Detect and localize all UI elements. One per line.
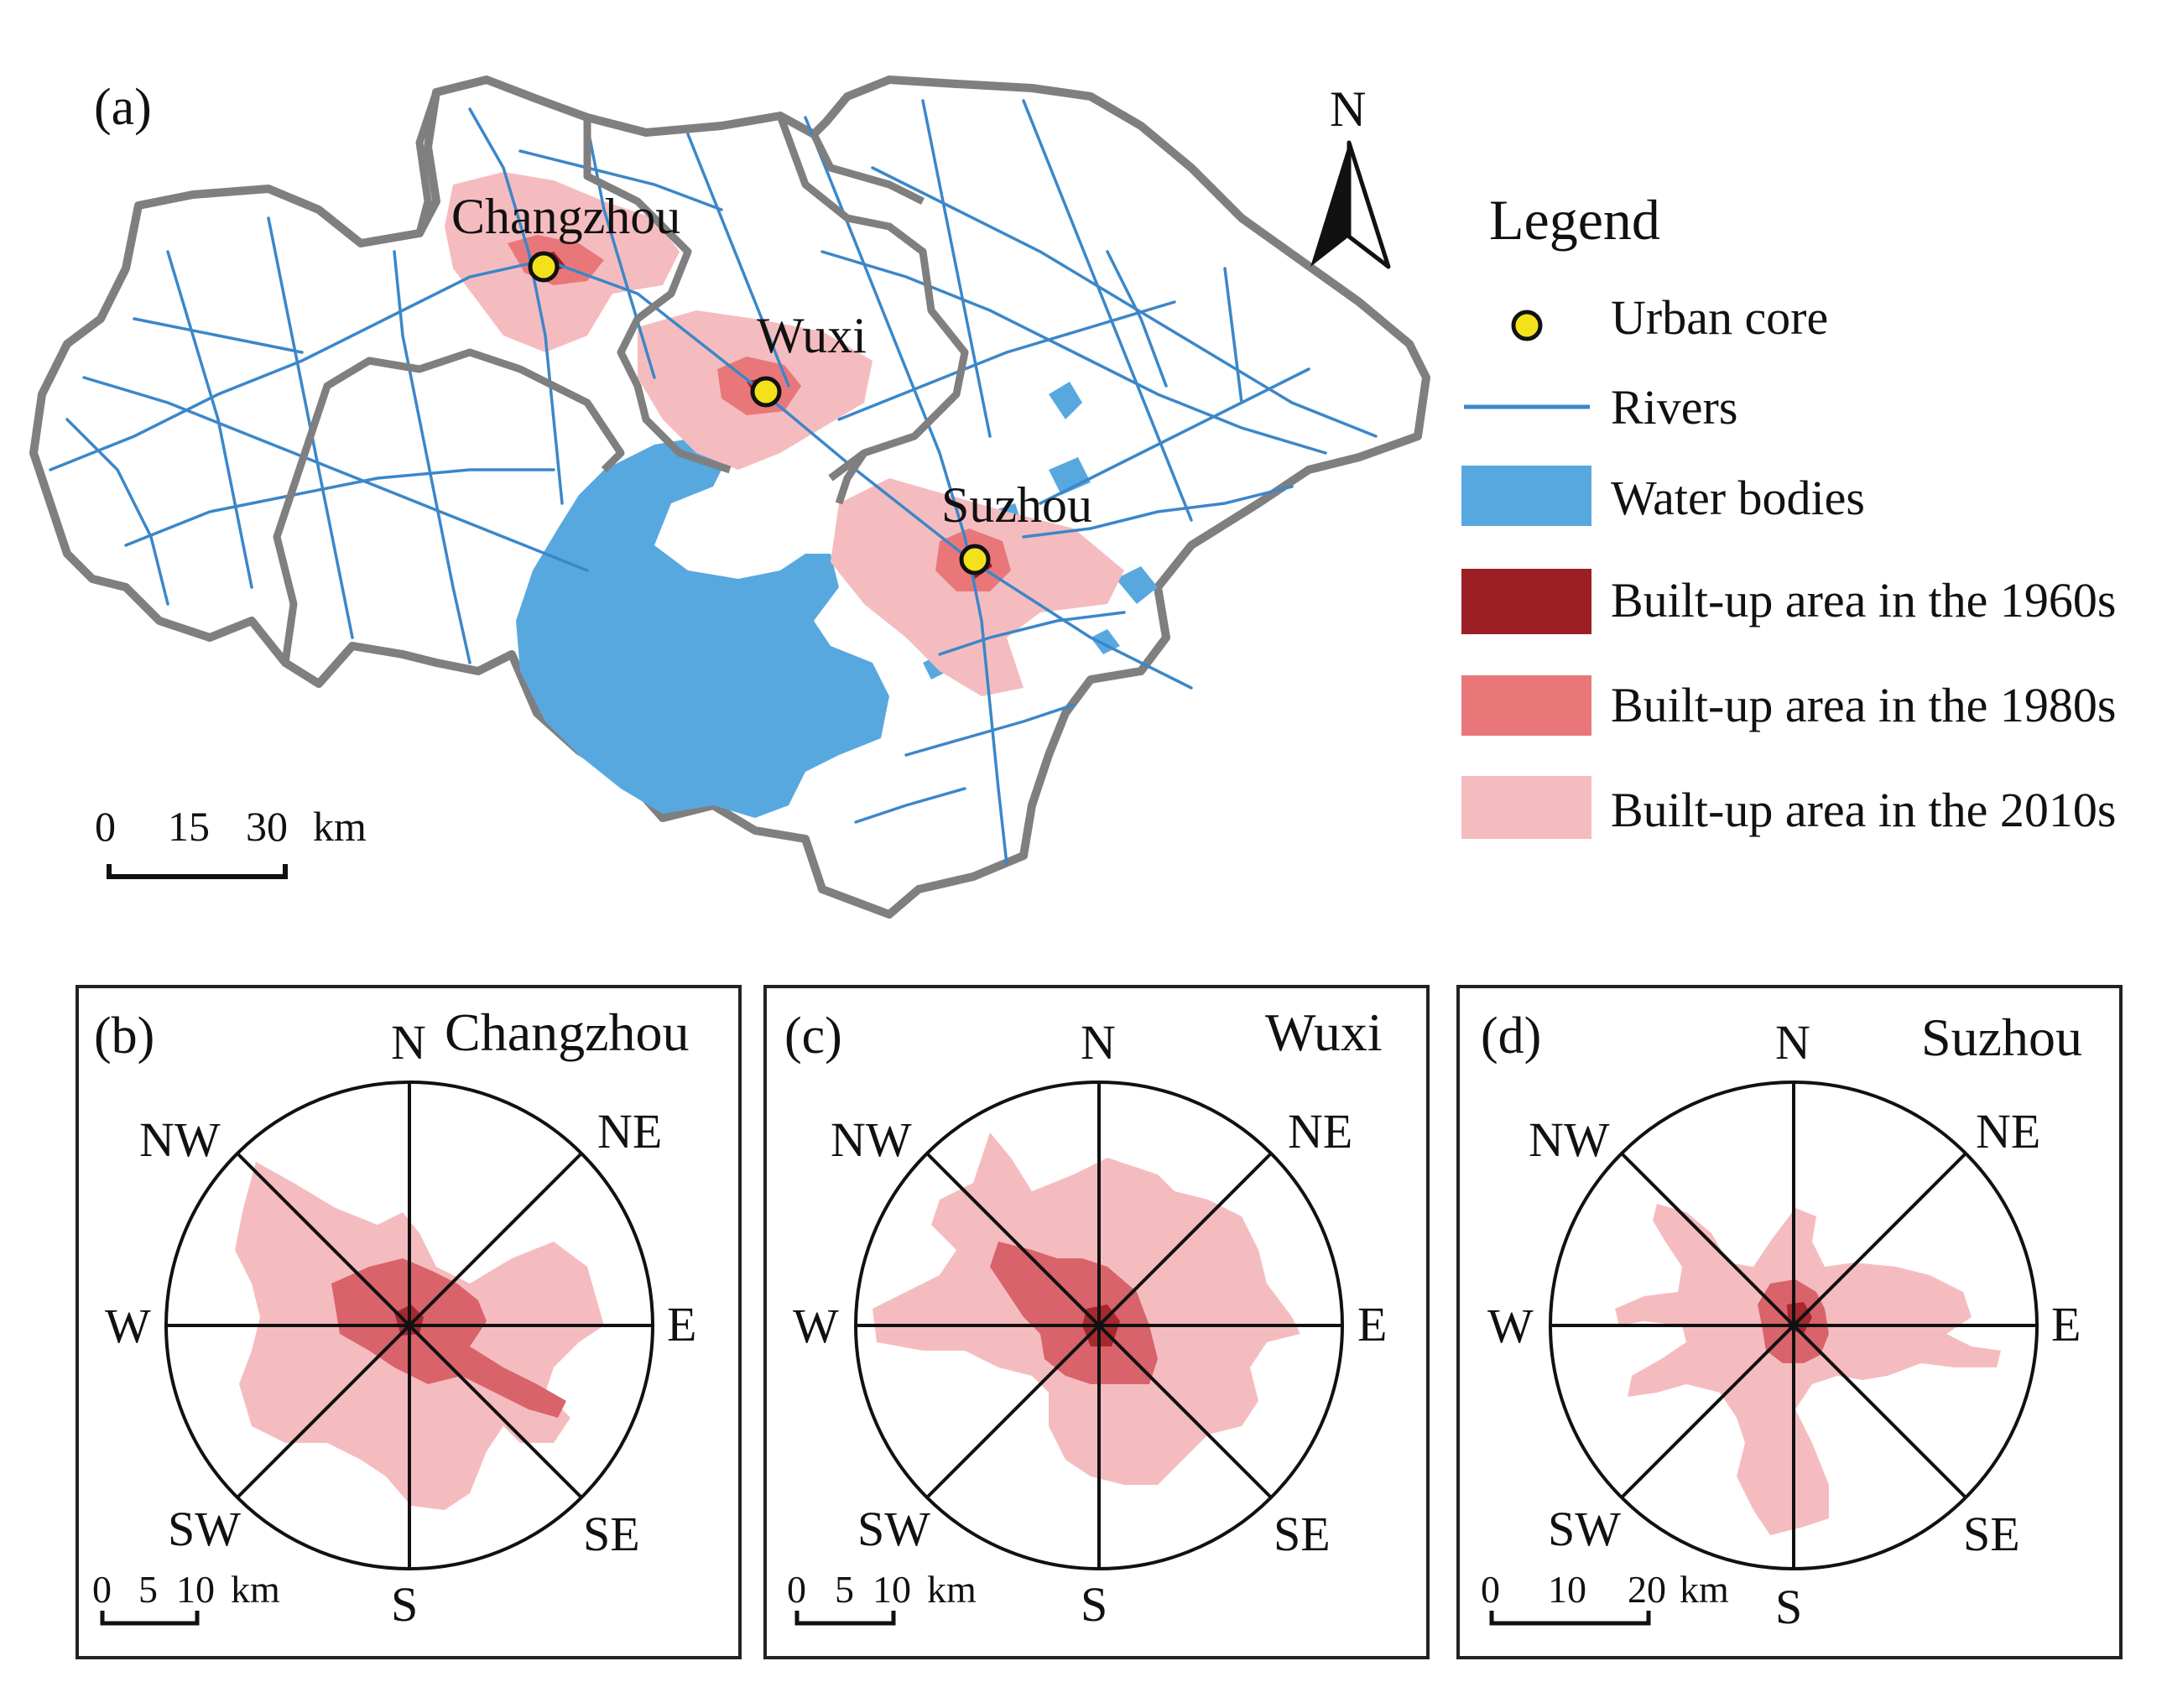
panel-b-scale-tick-0: 0	[92, 1568, 112, 1611]
panel-d-dir-n: N	[1775, 1015, 1810, 1070]
changzhou-urban-core	[528, 251, 560, 283]
panel-b-scale-unit: km	[231, 1568, 280, 1611]
legend-symbol-built-1960s	[1461, 569, 1591, 634]
legend-label-built-1960s: Built-up area in the 1960s	[1611, 573, 2116, 627]
legend-label-rivers: Rivers	[1611, 380, 1737, 435]
panel-d-scale-tick-0: 0	[1481, 1568, 1500, 1611]
legend-symbol-built-1980s	[1461, 675, 1591, 736]
city-label-suzhou: Suzhou	[941, 477, 1092, 533]
panel-b-axis-nwse	[236, 1152, 583, 1499]
panel-d-dir-ne: NE	[1976, 1104, 2040, 1159]
panel-d-scale-bar: 0 10 20 km	[1481, 1568, 1729, 1626]
panel-b-dir-nw: NW	[139, 1112, 221, 1167]
panel-b-dir-w: W	[105, 1299, 151, 1353]
legend-title: Legend	[1489, 188, 1660, 252]
legend-symbol-water	[1461, 466, 1591, 526]
scale-a-tick-1: 15	[168, 803, 210, 850]
panel-d-scale-tick-1: 10	[1548, 1568, 1586, 1611]
panel-c-scale-tick-2: 10	[873, 1568, 911, 1611]
panel-b-scale-tick-1: 5	[138, 1568, 158, 1611]
panel-wuxi: (c) Wuxi N NE E SE S SW W NW 0 5 10 km	[763, 985, 1430, 1659]
panel-b-compass	[164, 1081, 654, 1570]
panel-d-compass	[1549, 1081, 2039, 1570]
wuxi-urban-core	[750, 376, 782, 408]
panel-c-dir-n: N	[1081, 1015, 1116, 1070]
panel-b-scale-bar: 0 5 10 km	[92, 1568, 280, 1626]
north-arrow: N	[1310, 81, 1391, 269]
city-label-changzhou: Changzhou	[451, 189, 680, 244]
panel-c-scale-unit: km	[927, 1568, 977, 1611]
scale-a-tick-2: 30	[246, 803, 288, 850]
panel-d-axis-nwse	[1620, 1152, 1967, 1499]
changzhou-1980s-shape	[331, 1258, 566, 1418]
urban-cores	[528, 251, 991, 575]
panel-c-title: Wuxi	[1265, 1002, 1383, 1062]
legend-label-built-1980s: Built-up area in the 1980s	[1611, 678, 2116, 732]
panel-c-dir-w: W	[793, 1299, 839, 1353]
scale-a-bar	[107, 864, 288, 879]
panel-changzhou: (b) Changzhou N NE E SE S SW W NW 0 5 10…	[76, 985, 742, 1659]
panel-b-letter: (b)	[94, 1008, 154, 1065]
panel-d-dir-w: W	[1487, 1299, 1534, 1353]
panel-d-dir-sw: SW	[1548, 1502, 1621, 1556]
panel-b-dir-ne: NE	[597, 1104, 662, 1159]
panel-d-scale-unit: km	[1680, 1568, 1729, 1611]
scale-a-tick-0: 0	[95, 803, 116, 850]
wuxi-1980s-shape	[990, 1242, 1158, 1384]
water-bodies	[516, 382, 1158, 818]
north-arrow-dark-half	[1310, 143, 1349, 267]
panel-b-dir-s: S	[391, 1577, 418, 1632]
legend-label-urban-core: Urban core	[1611, 290, 1828, 345]
panel-c-dir-e: E	[1357, 1297, 1387, 1351]
panel-c-dir-s: S	[1081, 1577, 1107, 1632]
panel-b-dir-sw: SW	[168, 1502, 241, 1556]
panel-c-dir-ne: NE	[1288, 1104, 1352, 1159]
prefecture-boundaries	[273, 91, 969, 664]
legend-label-water: Water bodies	[1611, 471, 1865, 525]
panel-suzhou: (d) Suzhou N NE E SE S SW W NW 0 10 20 k…	[1456, 985, 2123, 1659]
panel-c-scale-tick-0: 0	[787, 1568, 806, 1611]
panel-c-dir-sw: SW	[857, 1502, 930, 1556]
panel-d-dir-s: S	[1775, 1580, 1802, 1634]
legend-label-built-2010s: Built-up area in the 2010s	[1611, 783, 2116, 837]
legend-symbol-urban-core	[1511, 310, 1543, 341]
panel-b-scale-tick-2: 10	[176, 1568, 215, 1611]
panel-d-dir-se: SE	[1963, 1507, 2020, 1561]
scale-a-unit: km	[313, 803, 367, 850]
panel-c-letter: (c)	[784, 1008, 842, 1065]
regional-map: (a)	[29, 76, 1430, 919]
panel-d-letter: (d)	[1481, 1008, 1541, 1065]
region-boundary	[29, 76, 1430, 919]
panel-b-scale-line	[100, 1611, 200, 1626]
suzhou-2010s-shape	[1615, 1204, 2001, 1535]
panel-c-scale-bar: 0 5 10 km	[787, 1568, 977, 1626]
panel-d-title: Suzhou	[1921, 1008, 2082, 1067]
panel-b-dir-e: E	[667, 1297, 696, 1351]
panel-b-dir-n: N	[391, 1015, 426, 1070]
suzhou-urban-core	[959, 544, 991, 575]
panel-b-dir-se: SE	[583, 1507, 640, 1561]
panel-c-dir-se: SE	[1274, 1507, 1331, 1561]
legend: Legend Urban core Rivers Water bodies Bu…	[1461, 188, 2116, 839]
city-label-wuxi: Wuxi	[757, 308, 867, 363]
panel-b-title: Changzhou	[445, 1002, 690, 1062]
panel-c-axis-nwse	[925, 1152, 1273, 1499]
panel-d-scale-line	[1489, 1611, 1651, 1626]
north-arrow-label: N	[1330, 81, 1366, 137]
panel-d-dir-e: E	[2051, 1297, 2081, 1351]
panel-c-scale-line	[794, 1611, 896, 1626]
north-arrow-light-half	[1347, 140, 1391, 269]
rivers	[49, 99, 1378, 866]
panel-d-scale-tick-2: 20	[1628, 1568, 1666, 1611]
scale-bar-a: 0 15 30 km	[95, 803, 367, 879]
panel-c-scale-tick-1: 5	[835, 1568, 854, 1611]
panel-d-dir-nw: NW	[1529, 1112, 1610, 1167]
panel-c-compass	[854, 1081, 1344, 1570]
panel-c-dir-nw: NW	[831, 1112, 912, 1167]
legend-symbol-built-2010s	[1461, 776, 1591, 839]
panel-a-letter: (a)	[94, 79, 152, 136]
